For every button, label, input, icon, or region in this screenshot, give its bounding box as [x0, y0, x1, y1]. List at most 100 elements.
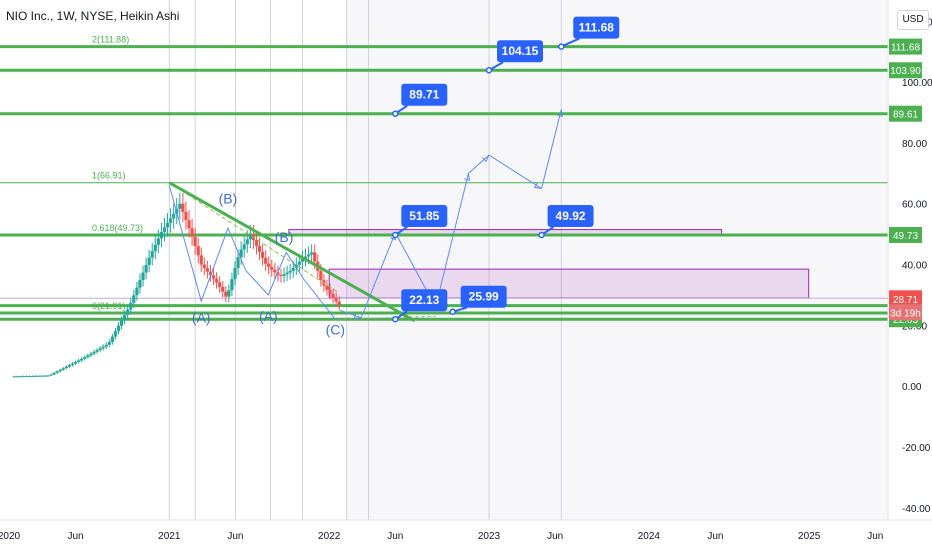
candle-body — [211, 275, 216, 279]
wave-label: (B) — [275, 229, 294, 245]
candle-body — [107, 342, 111, 345]
price-callout-text: 111.68 — [579, 21, 615, 35]
candle-body — [52, 372, 56, 375]
candle-body — [257, 245, 262, 252]
candle-body — [86, 355, 90, 358]
candle-body — [83, 357, 87, 359]
x-tick-label: Jun — [227, 531, 243, 542]
candle-body — [297, 261, 301, 265]
candle-body — [40, 375, 44, 377]
x-tick-label: 2021 — [158, 531, 181, 542]
candle-body — [104, 344, 108, 347]
candle-body — [37, 375, 41, 377]
candle-body — [61, 368, 65, 370]
candle-body — [64, 366, 68, 369]
x-tick-label: 2023 — [478, 531, 501, 542]
projection-arrowhead — [533, 182, 542, 190]
candle-body — [331, 293, 335, 299]
candle-body — [248, 234, 252, 240]
candle-body — [110, 336, 114, 343]
axis-price-tag-text: 89.61 — [893, 110, 918, 121]
candle-body — [77, 360, 81, 362]
callout-anchor — [392, 110, 399, 117]
candle-body — [310, 252, 314, 255]
level-label: 1(66.91) — [92, 171, 126, 181]
projection-arrowhead — [482, 154, 490, 163]
candle-body — [227, 290, 231, 297]
candle-body — [285, 272, 289, 275]
price-callout-text: 89.71 — [409, 88, 439, 102]
price-callout — [497, 40, 544, 63]
candle-body — [73, 361, 78, 364]
candle-body — [132, 295, 136, 303]
currency-button[interactable]: USD — [897, 10, 929, 30]
projection-segment — [435, 173, 469, 308]
candle-body — [270, 266, 274, 270]
projection-segment — [339, 309, 362, 319]
x-tick-label: Jun — [547, 531, 563, 542]
candle-body — [43, 375, 47, 377]
y-tick-label: 60.00 — [902, 200, 927, 211]
callout-pointer — [560, 37, 580, 48]
price-callout-text: 104.15 — [502, 44, 539, 58]
candle-body — [267, 263, 271, 267]
candle-body — [156, 238, 160, 245]
axis-price-tag — [889, 38, 922, 55]
candle-body — [202, 264, 206, 269]
candle-body — [282, 274, 286, 276]
price-callout-text: 49.92 — [556, 209, 586, 223]
candle-body — [18, 376, 22, 378]
candle-body — [254, 240, 259, 246]
callout-anchor — [392, 231, 399, 239]
candle-body — [205, 268, 209, 272]
candle-body — [224, 291, 228, 297]
wave-path — [168, 185, 336, 320]
candle-body — [319, 270, 323, 281]
candle-body — [242, 244, 246, 250]
candle-body — [98, 348, 102, 351]
y-tick-label: 0.00 — [902, 382, 922, 393]
candle-body — [313, 252, 317, 262]
y-tick-label: -40.00 — [902, 504, 931, 515]
x-tick-label: Jun — [68, 531, 84, 542]
candle-body — [89, 353, 93, 356]
x-tick-label: 2025 — [798, 531, 821, 542]
candle-body — [119, 320, 124, 326]
callout-anchor — [392, 315, 399, 323]
price-callout — [460, 285, 507, 308]
candle-body — [49, 374, 53, 376]
candle-body — [141, 272, 145, 281]
candle-body — [181, 203, 185, 212]
y-tick-label: 100.00 — [902, 78, 932, 89]
candle-body — [260, 251, 265, 258]
axis-price-tag — [889, 290, 922, 307]
candle-body — [123, 314, 127, 321]
candle-body — [190, 228, 194, 237]
candle-body — [172, 213, 176, 219]
candle-body — [334, 298, 338, 302]
dashed-guide — [337, 315, 436, 320]
candle-body — [264, 257, 268, 264]
candle-body — [153, 244, 157, 252]
projection-arrowhead — [556, 109, 563, 118]
callout-anchor — [485, 66, 493, 74]
callout-anchor — [558, 43, 565, 50]
candle-body — [214, 278, 219, 283]
candle-body — [165, 222, 170, 228]
price-callout — [401, 83, 448, 106]
candle-body — [55, 371, 59, 373]
price-callout — [547, 204, 594, 227]
candle-body — [288, 270, 292, 273]
projection-segment — [488, 154, 542, 189]
candle-body — [144, 264, 148, 273]
candle-body — [294, 264, 298, 268]
candle-body — [101, 346, 105, 349]
candle-body — [169, 218, 173, 223]
candle-body — [300, 258, 305, 262]
axis-price-tag-text: 3d 19h — [890, 308, 921, 319]
price-callout-text: 51.85 — [409, 209, 439, 223]
candle-body — [70, 363, 75, 366]
axis-price-tag — [889, 304, 922, 321]
